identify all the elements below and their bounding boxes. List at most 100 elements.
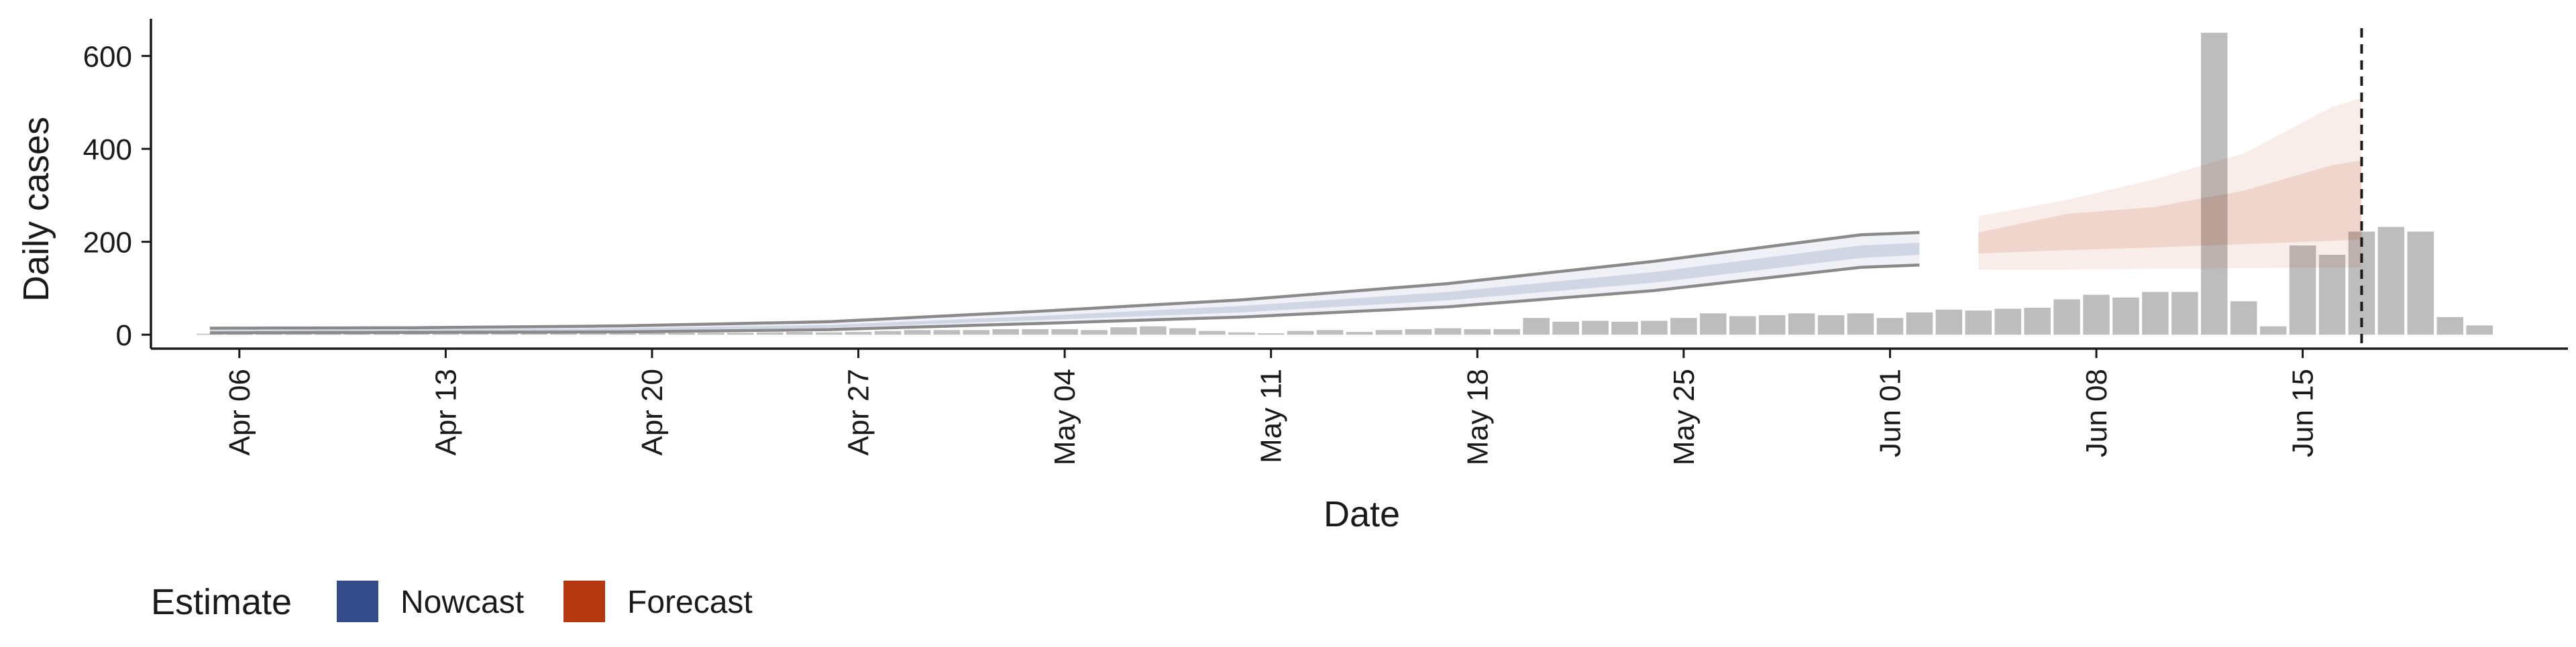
- case-bar: [2083, 294, 2110, 335]
- case-bar: [2024, 308, 2051, 335]
- case-bar: [1081, 330, 1108, 335]
- x-tick-label: Apr 06: [223, 369, 256, 456]
- case-bar: [432, 333, 460, 335]
- case-bar: [668, 333, 695, 335]
- case-bar: [756, 332, 784, 335]
- case-bar: [1257, 333, 1285, 335]
- case-bar: [1316, 330, 1344, 335]
- forecast-bands: [1978, 97, 2362, 270]
- case-bar: [1906, 312, 1933, 335]
- nowcast-lo90-line: [209, 263, 1920, 335]
- y-tick-label: 400: [83, 133, 132, 166]
- case-bar: [1788, 313, 1815, 335]
- legend: Estimate Nowcast Forecast: [151, 581, 753, 622]
- case-bar: [1375, 330, 1403, 335]
- case-bar: [1758, 315, 1786, 335]
- axes: 0 200 400 600 Apr 06 Apr 13 Apr 20 Apr 27 May 04…: [83, 19, 2568, 465]
- y-tick-label: 600: [83, 40, 132, 73]
- case-bar: [580, 333, 606, 335]
- case-bar: [2171, 292, 2198, 335]
- nowcast-band-90: [209, 232, 1920, 333]
- case-bar: [2348, 231, 2375, 335]
- case-bar: [2289, 245, 2316, 335]
- x-tick-label: May 25: [1668, 369, 1701, 465]
- case-bar: [992, 329, 1020, 335]
- case-bar: [1965, 310, 1992, 335]
- case-bar: [2407, 231, 2434, 335]
- case-bar: [1847, 313, 1874, 335]
- case-bar: [2436, 316, 2464, 335]
- x-tick-label: Jun 01: [1874, 369, 1907, 457]
- x-axis-title: Date: [1324, 494, 1400, 534]
- case-bar: [1464, 329, 1491, 335]
- forecast-band-50: [1978, 160, 2362, 253]
- case-bar: [1523, 318, 1550, 335]
- case-bar: [2142, 292, 2169, 335]
- case-bar: [1582, 320, 1609, 335]
- case-bar: [1552, 321, 1579, 335]
- y-tick-label: 200: [83, 227, 132, 259]
- legend-swatch-forecast: [564, 581, 605, 622]
- observed-bars: [197, 32, 2493, 335]
- case-bar: [2377, 227, 2405, 335]
- x-tick-label: May 04: [1049, 369, 1081, 465]
- case-bar: [1434, 328, 1462, 335]
- nowcast-bands: [209, 231, 1920, 335]
- nowcast-hi90-line: [209, 231, 1920, 330]
- case-bar: [2318, 255, 2346, 335]
- case-bar: [402, 333, 430, 335]
- case-bar: [491, 333, 519, 335]
- case-bar: [698, 333, 724, 335]
- legend-label-nowcast: Nowcast: [400, 585, 524, 620]
- legend-label-forecast: Forecast: [627, 585, 753, 620]
- case-bar: [933, 330, 961, 335]
- case-bar: [2230, 301, 2257, 335]
- case-bar: [1641, 320, 1668, 335]
- case-bar: [1493, 329, 1520, 335]
- case-bar: [904, 330, 931, 335]
- case-bar: [521, 333, 547, 335]
- case-bar: [284, 333, 312, 335]
- case-bar: [1287, 331, 1314, 335]
- case-bar: [845, 332, 872, 335]
- x-tick-label: Apr 27: [843, 369, 875, 456]
- y-axis-title: Daily cases: [16, 117, 56, 302]
- case-bar: [2112, 297, 2139, 335]
- case-bar: [373, 333, 400, 335]
- case-bar: [314, 333, 341, 335]
- case-bar: [1729, 316, 1756, 335]
- case-bar: [1611, 321, 1638, 335]
- case-bar: [1110, 327, 1137, 335]
- x-tick-label: Jun 08: [2080, 369, 2113, 457]
- case-bar: [1228, 332, 1255, 335]
- case-bar: [1670, 318, 1697, 335]
- x-tick-label: Apr 13: [429, 369, 462, 456]
- y-tick-label: 0: [116, 319, 132, 352]
- case-bar: [255, 333, 282, 335]
- case-bar: [550, 333, 577, 335]
- x-tick-label: Jun 15: [2287, 369, 2320, 457]
- case-bar: [343, 333, 371, 335]
- case-bar: [1022, 329, 1049, 335]
- case-bar: [2200, 32, 2228, 335]
- case-bar: [815, 332, 843, 335]
- x-tick-label: May 18: [1461, 369, 1494, 465]
- case-bar: [1994, 308, 2021, 335]
- case-bar: [2259, 326, 2287, 335]
- case-bar: [1817, 315, 1845, 335]
- case-bar: [1700, 313, 1727, 335]
- case-bar: [1051, 329, 1078, 335]
- case-bar: [1405, 329, 1432, 335]
- case-bar: [1876, 318, 1904, 335]
- case-bar: [462, 333, 489, 335]
- x-tick-label: May 11: [1255, 369, 1288, 463]
- case-bar: [2466, 325, 2493, 335]
- forecast-band-90: [1978, 97, 2362, 270]
- case-bar: [874, 331, 902, 335]
- case-bar: [2053, 299, 2080, 335]
- nowcast-band-50: [209, 243, 1920, 332]
- x-tick-label: Apr 20: [636, 369, 669, 456]
- legend-swatch-nowcast: [337, 581, 378, 622]
